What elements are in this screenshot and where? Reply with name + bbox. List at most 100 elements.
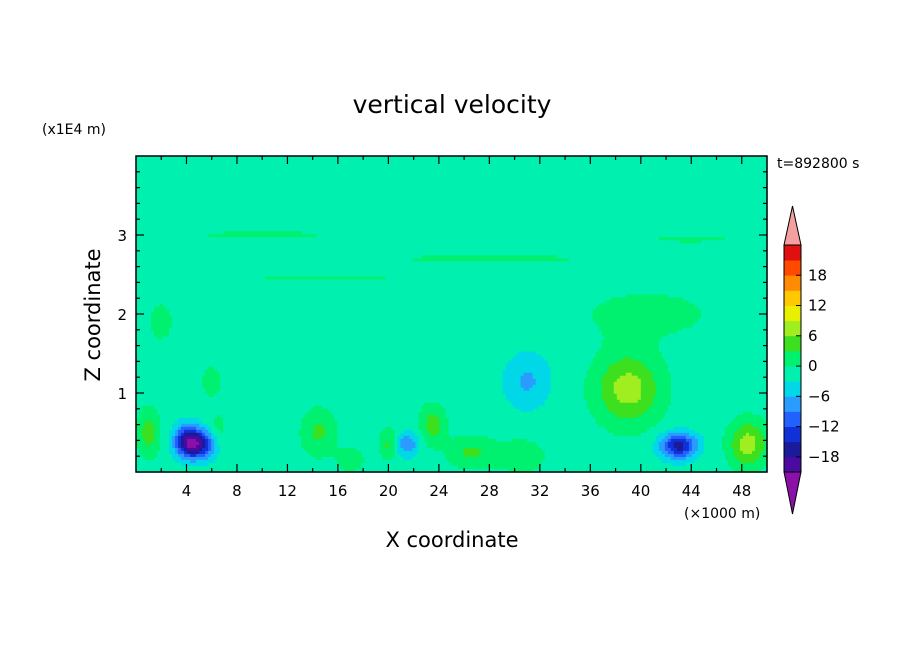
field-cell bbox=[283, 180, 287, 184]
field-cell bbox=[148, 177, 152, 181]
field-cell bbox=[517, 156, 522, 160]
field-cell bbox=[688, 207, 693, 211]
field-cell bbox=[403, 171, 408, 175]
field-cell bbox=[715, 189, 720, 193]
field-cell bbox=[568, 171, 573, 175]
field-cell bbox=[406, 180, 411, 184]
field-cell bbox=[628, 210, 633, 214]
field-cell bbox=[706, 195, 711, 199]
field-cell bbox=[211, 183, 215, 187]
field-cell bbox=[442, 159, 447, 163]
field-cell bbox=[562, 159, 567, 163]
field-cell bbox=[292, 201, 296, 205]
field-cell bbox=[547, 171, 552, 175]
field-cell bbox=[478, 195, 483, 199]
field-cell bbox=[622, 201, 627, 205]
field-cell bbox=[676, 168, 681, 172]
field-cell bbox=[622, 192, 627, 196]
field-cell bbox=[526, 210, 531, 214]
field-cell bbox=[550, 183, 555, 187]
field-cell bbox=[592, 162, 597, 166]
field-cell bbox=[709, 189, 714, 193]
field-cell bbox=[289, 180, 293, 184]
field-cell bbox=[715, 201, 720, 205]
field-cell bbox=[478, 168, 483, 172]
field-cell bbox=[619, 183, 624, 187]
field-cell bbox=[379, 159, 383, 163]
field-cell bbox=[457, 186, 462, 190]
field-cell bbox=[646, 198, 651, 202]
field-cell bbox=[733, 171, 738, 175]
field-cell bbox=[169, 207, 173, 211]
field-cell bbox=[154, 162, 158, 166]
field-cell bbox=[154, 165, 158, 169]
field-cell bbox=[325, 198, 329, 202]
field-cell bbox=[193, 192, 197, 196]
field-cell bbox=[184, 165, 188, 169]
field-cell bbox=[736, 195, 741, 199]
field-cell bbox=[151, 204, 155, 208]
field-cell bbox=[175, 192, 179, 196]
field-cell bbox=[508, 210, 513, 214]
field-cell bbox=[370, 159, 374, 163]
field-cell bbox=[505, 195, 510, 199]
field-cell bbox=[421, 198, 426, 202]
field-cell bbox=[391, 204, 395, 208]
field-cell bbox=[448, 183, 453, 187]
field-cell bbox=[541, 198, 546, 202]
field-cell bbox=[679, 156, 684, 160]
field-cell bbox=[466, 180, 471, 184]
field-cell bbox=[394, 180, 399, 184]
field-cell bbox=[340, 210, 344, 214]
field-cell bbox=[712, 186, 717, 190]
field-cell bbox=[463, 174, 468, 178]
field-cell bbox=[148, 171, 152, 175]
field-cell bbox=[139, 210, 143, 214]
field-cell bbox=[556, 186, 561, 190]
field-cell bbox=[406, 171, 411, 175]
field-cell bbox=[409, 174, 414, 178]
field-cell bbox=[424, 180, 429, 184]
field-cell bbox=[733, 168, 738, 172]
field-cell bbox=[493, 201, 498, 205]
field-cell bbox=[688, 210, 693, 214]
field-cell bbox=[541, 156, 546, 160]
field-cell bbox=[220, 183, 224, 187]
field-cell bbox=[397, 162, 402, 166]
field-cell bbox=[367, 207, 371, 211]
field-cell bbox=[307, 183, 311, 187]
field-cell bbox=[700, 162, 705, 166]
field-cell bbox=[757, 177, 762, 181]
field-cell bbox=[652, 165, 657, 169]
field-cell bbox=[457, 183, 462, 187]
field-cell bbox=[340, 186, 344, 190]
field-cell bbox=[439, 201, 444, 205]
field-cell bbox=[622, 180, 627, 184]
field-cell bbox=[211, 195, 215, 199]
field-cell bbox=[688, 201, 693, 205]
field-cell bbox=[301, 198, 305, 202]
field-cell bbox=[724, 162, 729, 166]
field-cell bbox=[556, 171, 561, 175]
field-cell bbox=[700, 186, 705, 190]
field-cell bbox=[619, 189, 624, 193]
field-cell bbox=[439, 165, 444, 169]
field-cell bbox=[382, 183, 386, 187]
field-cell bbox=[667, 159, 672, 163]
field-cell bbox=[511, 159, 516, 163]
field-cell bbox=[193, 162, 197, 166]
field-cell bbox=[634, 171, 639, 175]
field-cell bbox=[697, 165, 702, 169]
field-cell bbox=[451, 201, 456, 205]
field-cell bbox=[334, 192, 338, 196]
field-cell bbox=[619, 168, 624, 172]
field-cell bbox=[250, 207, 254, 211]
field-cell bbox=[274, 183, 278, 187]
field-cell bbox=[295, 156, 299, 160]
field-cell bbox=[436, 195, 441, 199]
field-cell bbox=[385, 177, 389, 181]
field-cell bbox=[448, 162, 453, 166]
field-cell bbox=[469, 174, 474, 178]
field-cell bbox=[406, 165, 411, 169]
field-cell bbox=[214, 207, 218, 211]
